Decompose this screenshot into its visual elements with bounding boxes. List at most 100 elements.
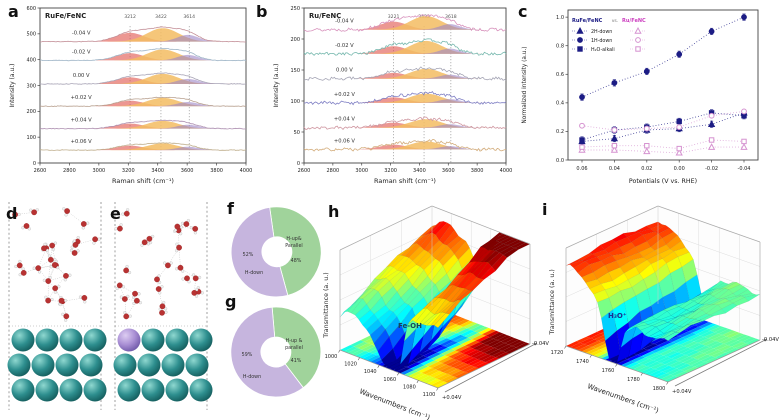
svg-text:2800: 2800	[326, 168, 339, 174]
svg-text:250: 250	[290, 6, 300, 12]
svg-text:300: 300	[26, 83, 36, 89]
panel-label-i: i	[542, 200, 548, 219]
svg-text:H-down: H-down	[245, 270, 263, 276]
svg-text:Wavenumbers (cm⁻¹): Wavenumbers (cm⁻¹)	[586, 382, 660, 415]
svg-text:100: 100	[26, 135, 36, 141]
svg-text:-0.04 V: -0.04 V	[335, 19, 354, 25]
svg-text:Transmittance (a. u.): Transmittance (a. u.)	[323, 272, 330, 338]
raman-chart-rufe-fenc: 2600 2800 3000 3200 3400 3600 3800 4000 0 100 200 3…	[9, 6, 253, 185]
svg-text:parallel: parallel	[285, 345, 303, 351]
panel-label-h: h	[328, 202, 340, 221]
svg-text:4000: 4000	[240, 168, 253, 174]
panel-label-g: g	[225, 292, 237, 311]
svg-text:0.00 V: 0.00 V	[73, 73, 90, 79]
svg-text:3800: 3800	[210, 168, 223, 174]
svg-text:2600: 2600	[34, 168, 47, 174]
svg-text:-0.04V: -0.04V	[532, 341, 549, 347]
svg-text:1060: 1060	[383, 377, 396, 383]
raman-chart-ru-fenc: 2600 2800 3000 3200 3400 3600 3800 4000 0 50 100 15…	[273, 6, 512, 185]
svg-text:2H-down: 2H-down	[591, 29, 612, 35]
svg-text:3618: 3618	[445, 14, 457, 20]
svg-text:3600: 3600	[442, 168, 455, 174]
svg-text:2800: 2800	[63, 168, 76, 174]
svg-text:+0.06 V: +0.06 V	[334, 138, 356, 144]
svg-text:H-down: H-down	[243, 374, 261, 380]
md-snapshot-rufe	[7, 202, 107, 410]
svg-text:+0.06 V: +0.06 V	[71, 139, 93, 145]
svg-text:3200: 3200	[122, 168, 135, 174]
svg-text:+0.04 V: +0.04 V	[71, 118, 93, 124]
svg-text:Fe-OH: Fe-OH	[398, 322, 422, 330]
svg-text:+0.02 V: +0.02 V	[334, 92, 356, 98]
donut-chart-water-orientation-g: 59% H-down H-up &parallel 41%	[230, 306, 322, 398]
svg-text:Wavenumbers (cm⁻¹): Wavenumbers (cm⁻¹)	[358, 387, 431, 420]
svg-text:3400: 3400	[413, 168, 426, 174]
svg-text:3600: 3600	[181, 168, 194, 174]
svg-text:Normalized intensity (a.u.): Normalized intensity (a.u.)	[522, 46, 528, 123]
svg-text:-0.04V: -0.04V	[762, 337, 779, 343]
svg-text:3614: 3614	[183, 14, 195, 20]
svg-text:100: 100	[290, 99, 300, 105]
svg-text:1100: 1100	[423, 392, 436, 398]
panel-f: 52% H-down H-up& Parallel 48%	[224, 200, 326, 304]
svg-text:Ru/FeNC: Ru/FeNC	[622, 18, 646, 24]
svg-text:H-up&: H-up&	[286, 236, 301, 242]
svg-text:Intensity (a.u.): Intensity (a.u.)	[9, 64, 16, 108]
panel-label-a: a	[8, 2, 19, 21]
svg-text:500: 500	[26, 32, 36, 38]
svg-text:H₂O-alkali: H₂O-alkali	[591, 47, 615, 53]
panel-a: 2600 2800 3000 3200 3400 3600 3800 4000 0 100 200 3…	[0, 0, 256, 198]
svg-text:0.6: 0.6	[556, 72, 564, 78]
normalized-intensity-chart: 0.06 0.04 0.02 0.00 -0.02 -0.04 0.0 0.2 0.4 0.6 0.…	[522, 9, 759, 185]
svg-text:+0.04 V: +0.04 V	[334, 117, 356, 123]
svg-text:3221: 3221	[388, 14, 400, 20]
svg-text:1040: 1040	[364, 369, 377, 375]
svg-text:200: 200	[290, 37, 300, 43]
svg-text:+0.04V: +0.04V	[672, 389, 692, 395]
svg-text:0.02: 0.02	[641, 166, 652, 172]
svg-text:0.2: 0.2	[556, 129, 564, 135]
svg-text:0.8: 0.8	[556, 44, 564, 50]
svg-text:3000: 3000	[92, 168, 105, 174]
svg-text:1.0: 1.0	[556, 15, 564, 21]
svg-text:50: 50	[294, 130, 300, 136]
svg-text:3800: 3800	[471, 168, 484, 174]
svg-text:600: 600	[26, 6, 36, 12]
svg-text:0: 0	[33, 161, 36, 167]
svg-text:3000: 3000	[355, 168, 368, 174]
svg-text:Ru/FeNC: Ru/FeNC	[309, 12, 341, 20]
svg-text:0: 0	[297, 161, 300, 167]
svg-text:3212: 3212	[124, 14, 136, 20]
panel-h: 1000 1020 1040 1060 1080 1100 Wavenumbers (cm⁻…	[312, 198, 562, 420]
svg-text:2600: 2600	[298, 168, 311, 174]
svg-text:+0.02 V: +0.02 V	[71, 95, 93, 101]
svg-text:400: 400	[26, 57, 36, 63]
md-snapshot-ru	[113, 202, 213, 410]
svg-text:3400: 3400	[151, 168, 164, 174]
svg-text:200: 200	[26, 109, 36, 115]
panel-label-b: b	[256, 2, 268, 21]
svg-text:41%: 41%	[291, 358, 302, 364]
svg-text:Potentials (V vs. RHE): Potentials (V vs. RHE)	[629, 178, 697, 185]
svg-text:1000: 1000	[325, 354, 338, 360]
svg-text:-0.02 V: -0.02 V	[72, 49, 91, 55]
svg-text:1H-down: 1H-down	[591, 38, 612, 44]
svg-text:RuFe/FeNC: RuFe/FeNC	[45, 12, 86, 20]
svg-text:0.00: 0.00	[674, 166, 685, 172]
svg-text:0.4: 0.4	[556, 101, 564, 107]
panel-label-c: c	[518, 2, 528, 21]
panel-label-f: f	[227, 199, 234, 218]
svg-text:H-up &: H-up &	[286, 338, 303, 344]
svg-text:3422: 3422	[155, 14, 167, 20]
svg-text:0.00 V: 0.00 V	[336, 68, 353, 74]
svg-text:Raman shift (cm⁻¹): Raman shift (cm⁻¹)	[374, 177, 436, 185]
svg-text:3200: 3200	[384, 168, 397, 174]
donut-chart-water-orientation-f: 52% H-down H-up&Parallel 48%	[230, 206, 322, 298]
svg-text:1780: 1780	[627, 377, 640, 383]
svg-text:0.0: 0.0	[556, 158, 564, 164]
svg-text:-0.04 V: -0.04 V	[72, 31, 91, 37]
svg-text:1080: 1080	[403, 384, 416, 390]
